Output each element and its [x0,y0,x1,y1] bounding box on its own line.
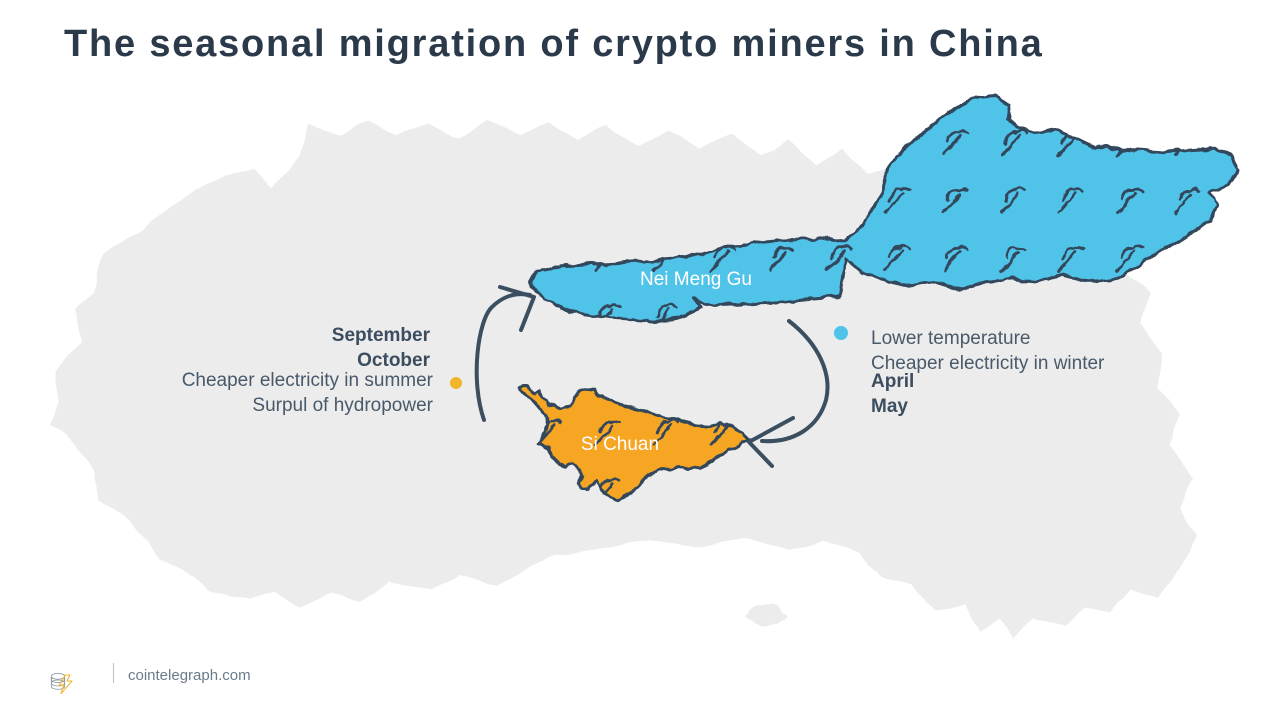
svg-text:Nei Meng Gu: Nei Meng Gu [640,269,752,290]
svg-text:Si Chuan: Si Chuan [581,434,659,455]
